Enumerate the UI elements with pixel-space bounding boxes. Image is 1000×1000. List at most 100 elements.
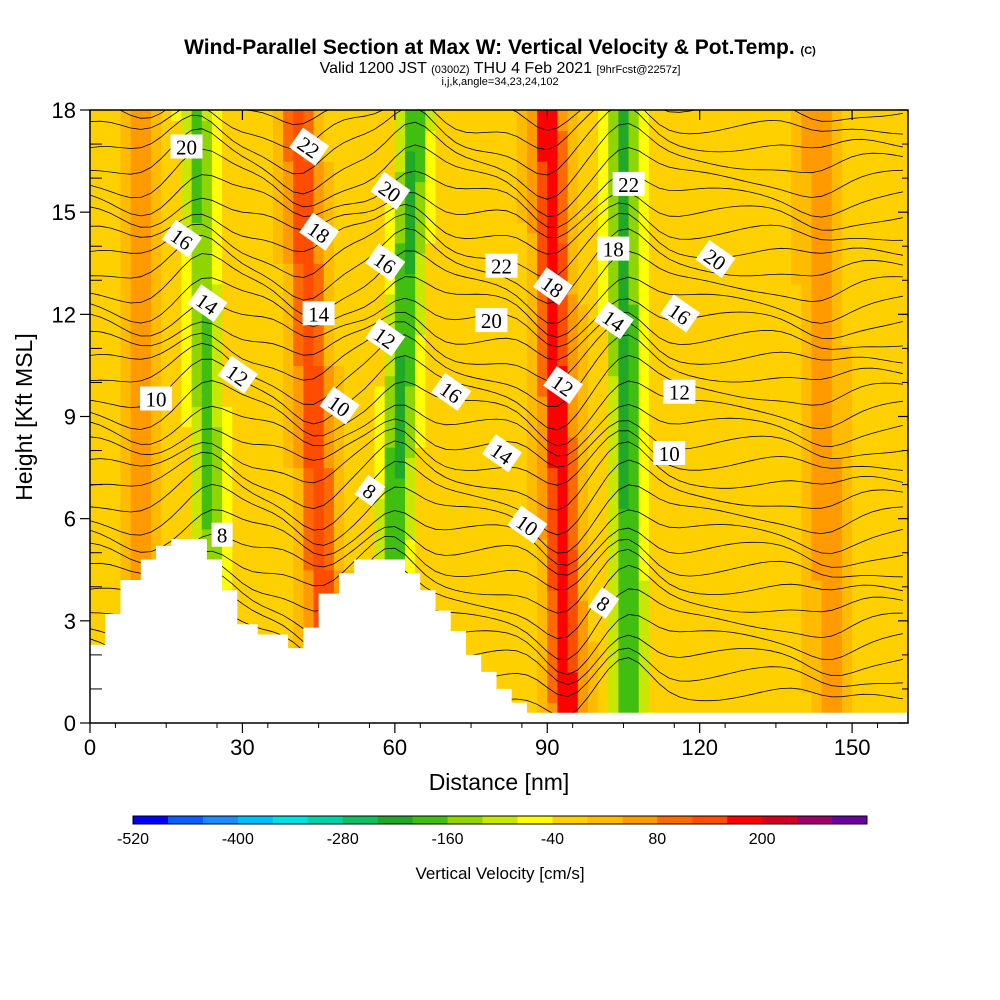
w-cell [140, 191, 152, 203]
w-cell [659, 263, 670, 275]
w-cell [405, 222, 416, 234]
w-cell [486, 457, 498, 469]
w-cell [852, 365, 863, 377]
w-cell [618, 498, 630, 510]
w-cell [882, 304, 894, 315]
contour-label: 10 [653, 441, 686, 466]
w-cell [862, 232, 874, 244]
w-cell [628, 283, 640, 295]
w-cell [486, 242, 498, 254]
w-cell [516, 396, 528, 407]
w-cell [455, 590, 467, 601]
w-cell [709, 212, 721, 223]
w-cell [90, 334, 101, 346]
w-cell [557, 426, 569, 438]
w-cell [841, 110, 853, 121]
w-cell [577, 467, 589, 479]
w-cell [648, 314, 660, 326]
w-cell [831, 682, 843, 693]
w-cell [496, 334, 508, 346]
w-cell [598, 222, 609, 234]
w-cell [476, 242, 487, 254]
w-cell [720, 651, 731, 663]
w-cell [211, 181, 223, 193]
theta-contour-line [90, 483, 903, 554]
w-cell [709, 396, 721, 407]
w-cell [252, 447, 264, 458]
w-cell [537, 222, 548, 234]
w-cell [699, 692, 711, 704]
w-cell [618, 692, 630, 704]
w-cell [638, 385, 650, 397]
w-cell [598, 120, 609, 132]
w-cell [506, 242, 518, 254]
w-cell [252, 222, 264, 234]
w-cell [699, 150, 711, 162]
w-cell [455, 304, 467, 315]
w-cell [537, 110, 548, 121]
w-cell [252, 171, 264, 183]
w-cell [577, 600, 589, 612]
w-cell [902, 171, 908, 183]
w-cell [638, 355, 650, 367]
w-cell [465, 120, 477, 132]
w-cell [862, 385, 874, 397]
w-cell [100, 488, 111, 499]
w-cell [740, 253, 752, 264]
w-cell [628, 130, 640, 142]
w-cell [90, 324, 101, 336]
w-cell [577, 569, 589, 581]
w-cell [293, 610, 304, 622]
w-cell [821, 416, 833, 428]
w-cell [293, 120, 304, 132]
w-cell [750, 641, 762, 653]
w-cell [628, 477, 640, 489]
w-cell [618, 304, 630, 315]
w-cell [557, 110, 569, 121]
w-cell [841, 426, 853, 438]
w-cell [455, 344, 467, 356]
w-cell [303, 436, 315, 448]
w-cell [384, 314, 396, 326]
w-cell [283, 569, 294, 581]
w-cell [720, 508, 731, 520]
w-cell [689, 692, 701, 704]
w-cell [770, 416, 782, 428]
w-cell [181, 457, 193, 469]
w-cell [354, 273, 365, 285]
w-cell [344, 253, 355, 264]
w-cell [100, 528, 111, 540]
w-cell [465, 447, 477, 458]
w-cell [242, 610, 254, 622]
w-cell [272, 120, 284, 132]
w-cell [567, 324, 579, 336]
w-cell [872, 293, 884, 305]
w-cell [476, 488, 487, 499]
w-cell [821, 181, 833, 193]
w-cell [364, 232, 376, 244]
w-cell [120, 569, 132, 581]
contour-label-text: 12 [669, 381, 690, 405]
w-cell [872, 498, 884, 510]
w-cell [852, 396, 863, 407]
w-cell [130, 130, 142, 142]
w-cell [740, 539, 752, 550]
w-cell [465, 293, 477, 305]
w-cell [130, 477, 142, 489]
w-cell [801, 559, 813, 571]
w-cell [100, 426, 111, 438]
w-cell [364, 283, 376, 295]
w-cell [222, 334, 233, 346]
w-cell [720, 293, 731, 305]
w-cell [902, 528, 908, 540]
w-cell [730, 140, 741, 152]
w-cell [313, 406, 325, 418]
w-cell [587, 171, 599, 183]
w-cell [222, 161, 233, 172]
w-cell [770, 161, 782, 172]
w-cell [882, 385, 894, 397]
w-cell [405, 528, 416, 540]
w-cell [791, 682, 802, 693]
w-cell [770, 324, 782, 336]
w-cell [537, 610, 548, 622]
